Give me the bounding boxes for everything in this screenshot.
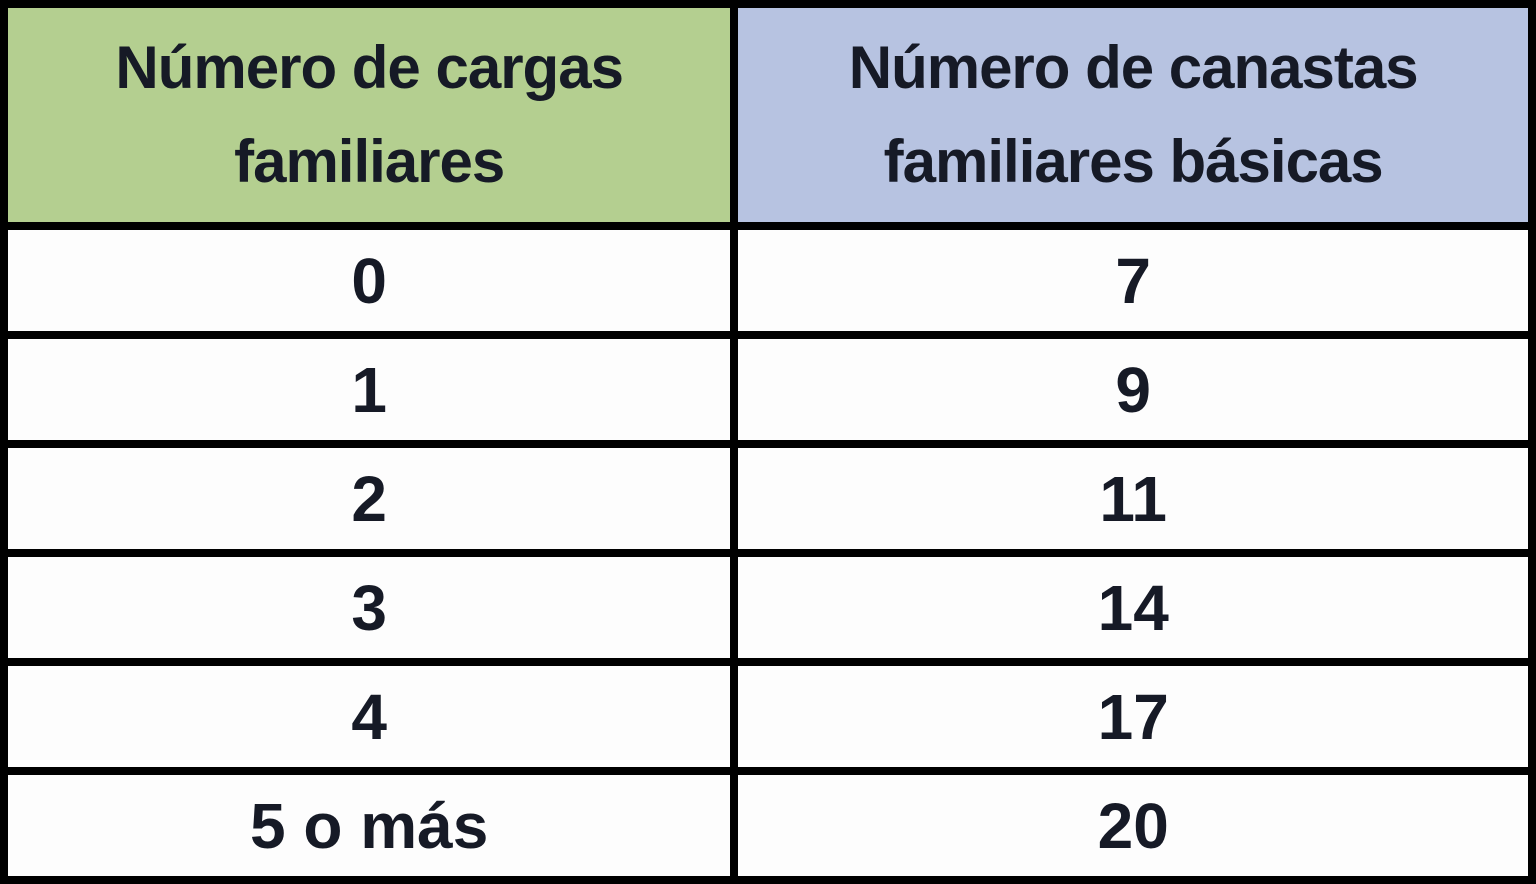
table-row: 5 o más 20 [0,767,1536,884]
header-cargas-line1: Número de cargas [115,34,624,101]
cell-canastas-2: 11 [730,440,1536,557]
table-row: 4 17 [0,658,1536,775]
cell-canastas-3: 14 [730,549,1536,666]
cell-canastas-4: 17 [730,658,1536,775]
cell-cargas-3: 3 [0,549,739,666]
header-canastas-line2: familiares básicas [883,128,1384,195]
header-cargas-line2: familiares [234,128,505,195]
header-cargas-familiares: Número de cargas familiares [0,0,739,230]
cell-cargas-5: 5 o más [0,767,739,884]
cell-cargas-1: 1 [0,331,739,448]
header-row: Número de cargas familiares Número de ca… [0,0,1536,230]
header-canastas-line1: Número de canastas [848,34,1419,101]
cell-canastas-0: 7 [730,222,1536,339]
cell-canastas-5: 20 [730,767,1536,884]
header-canastas-basicas: Número de canastas familiares básicas [730,0,1536,230]
cell-canastas-1: 9 [730,331,1536,448]
cell-cargas-0: 0 [0,222,739,339]
cell-cargas-2: 2 [0,440,739,557]
table-row: 2 11 [0,440,1536,557]
table-row: 0 7 [0,222,1536,339]
table-row: 3 14 [0,549,1536,666]
cell-cargas-4: 4 [0,658,739,775]
table-row: 1 9 [0,331,1536,448]
